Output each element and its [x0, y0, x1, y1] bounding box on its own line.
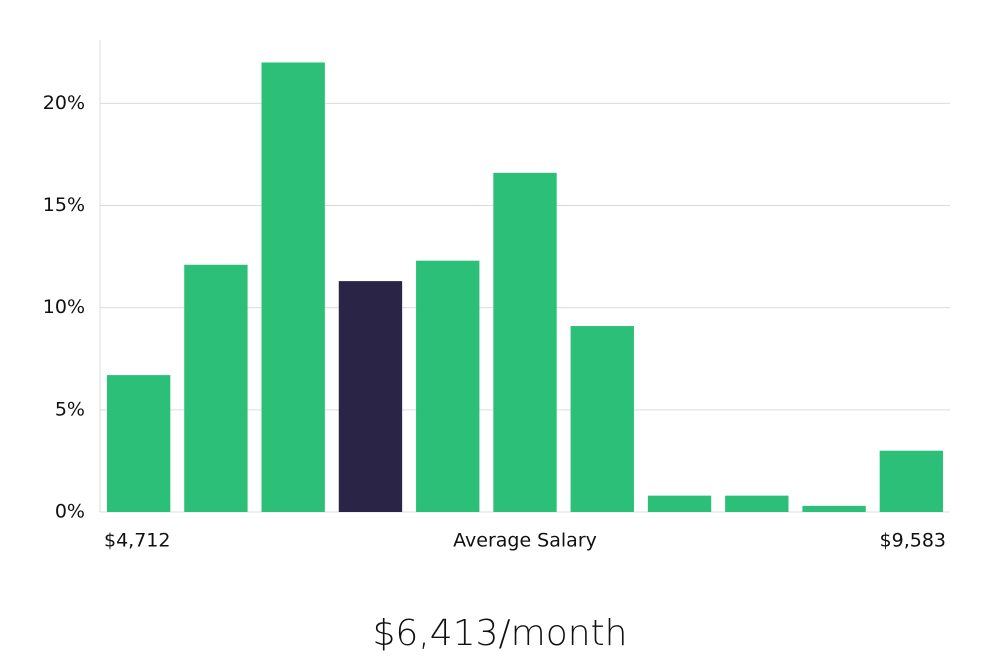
bar	[725, 495, 789, 512]
bar	[338, 281, 403, 512]
x-end-label: $9,583	[880, 530, 946, 552]
y-tick-label: 0%	[55, 501, 85, 523]
chart-title: $6,413/month	[373, 613, 628, 654]
bar	[493, 172, 557, 513]
y-tick-label: 15%	[43, 194, 85, 216]
bar	[184, 264, 248, 512]
bar	[261, 62, 325, 512]
bar	[647, 495, 712, 512]
x-start-label: $4,712	[104, 530, 170, 552]
y-tick-label: 10%	[43, 296, 85, 318]
y-tick-label: 20%	[43, 92, 85, 114]
y-tick-label: 5%	[55, 398, 85, 420]
x-axis-label: Average Salary	[453, 530, 597, 552]
bar	[802, 505, 866, 512]
bar	[106, 375, 171, 512]
bar	[416, 260, 480, 512]
bar	[879, 450, 944, 512]
bar	[570, 326, 634, 512]
